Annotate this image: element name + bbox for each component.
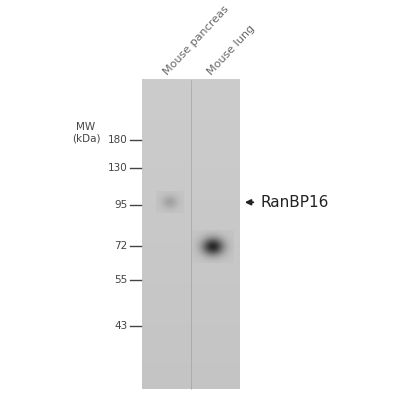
Text: 43: 43 xyxy=(114,321,127,331)
Text: 130: 130 xyxy=(108,163,127,173)
Text: 95: 95 xyxy=(114,200,127,210)
Text: 55: 55 xyxy=(114,275,127,285)
Text: 72: 72 xyxy=(114,241,127,251)
Text: RanBP16: RanBP16 xyxy=(260,195,328,210)
Text: Mouse lung: Mouse lung xyxy=(205,23,256,76)
Text: Mouse pancreas: Mouse pancreas xyxy=(162,4,231,76)
Text: 180: 180 xyxy=(108,136,127,146)
Text: MW
(kDa): MW (kDa) xyxy=(72,122,100,144)
